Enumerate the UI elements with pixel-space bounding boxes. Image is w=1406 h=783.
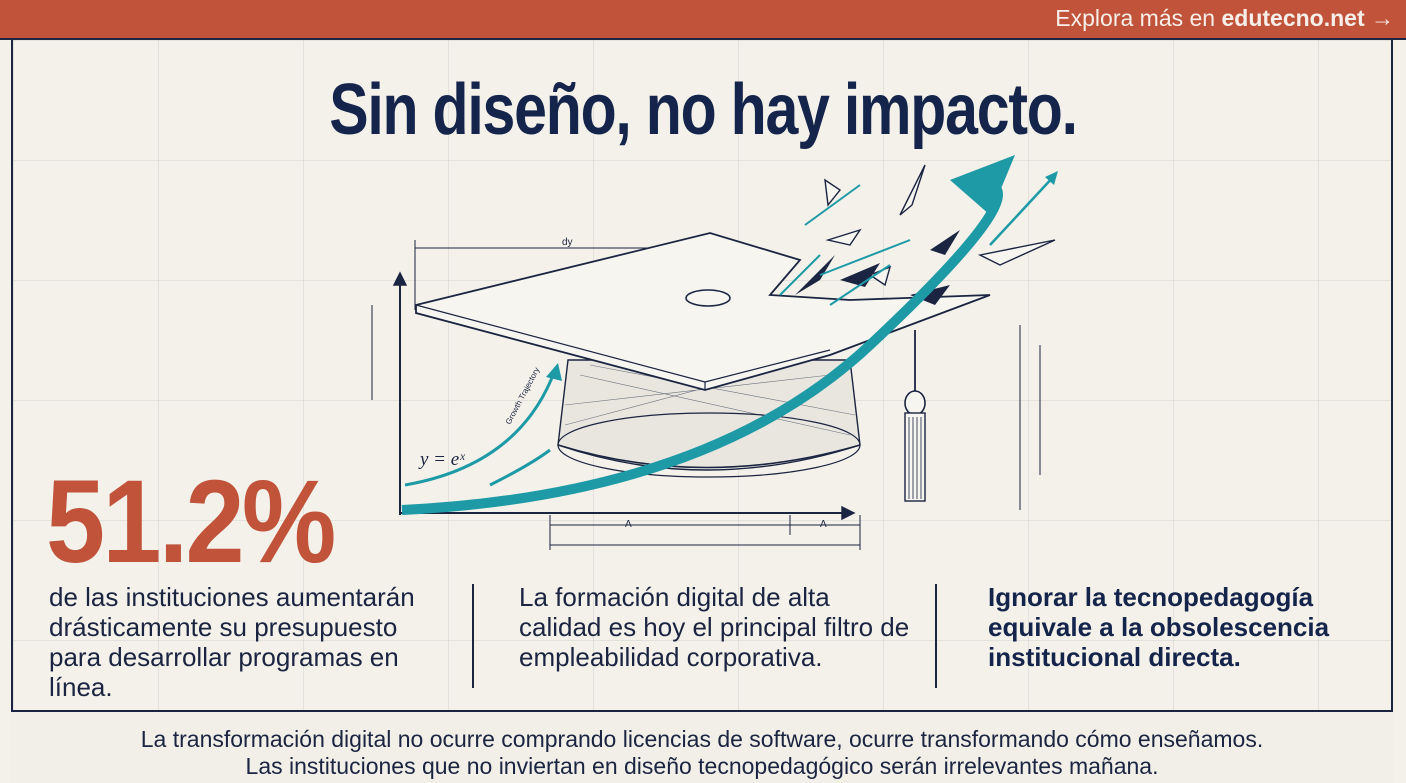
graduation-cap-illustration: y = eˣ Growth Trajectory dy A A: [371, 155, 1058, 550]
link-prefix: Explora más en: [1055, 5, 1222, 31]
dim-label-bottom-right: A: [820, 519, 827, 530]
middle-statement: La formación digital de alta calidad es …: [519, 582, 910, 672]
arrow-right-icon: →: [1371, 5, 1394, 31]
footer-line-1: La transformación digital no ocurre comp…: [140, 726, 1264, 752]
dim-label-top: dy: [562, 237, 573, 248]
curve-label: Growth Trajectory: [504, 366, 542, 426]
stat-value: 51.2%: [46, 456, 336, 588]
link-domain: edutecno.net: [1221, 5, 1365, 31]
page-title: Sin diseño, no hay impacto.: [329, 70, 1078, 150]
cap-button: [685, 289, 731, 307]
stat-description: de las instituciones aumentarán drástica…: [49, 582, 415, 702]
tassel: [904, 412, 926, 502]
formula-label: y = eˣ: [418, 449, 465, 470]
column-divider: [935, 584, 937, 688]
top-banner: Explora más en edutecno.net →: [0, 0, 1406, 40]
footer-line-2: Las instituciones que no inviertan en di…: [245, 753, 1159, 779]
right-statement: Ignorar la tecnopedagogía equivale a la …: [988, 582, 1330, 672]
dim-label-bottom-left: A: [625, 519, 632, 530]
growth-curve: [401, 180, 1003, 515]
edutecno-link[interactable]: Explora más en edutecno.net →: [1055, 4, 1394, 32]
footer: La transformación digital no ocurre comp…: [11, 710, 1393, 783]
column-divider: [472, 584, 474, 688]
